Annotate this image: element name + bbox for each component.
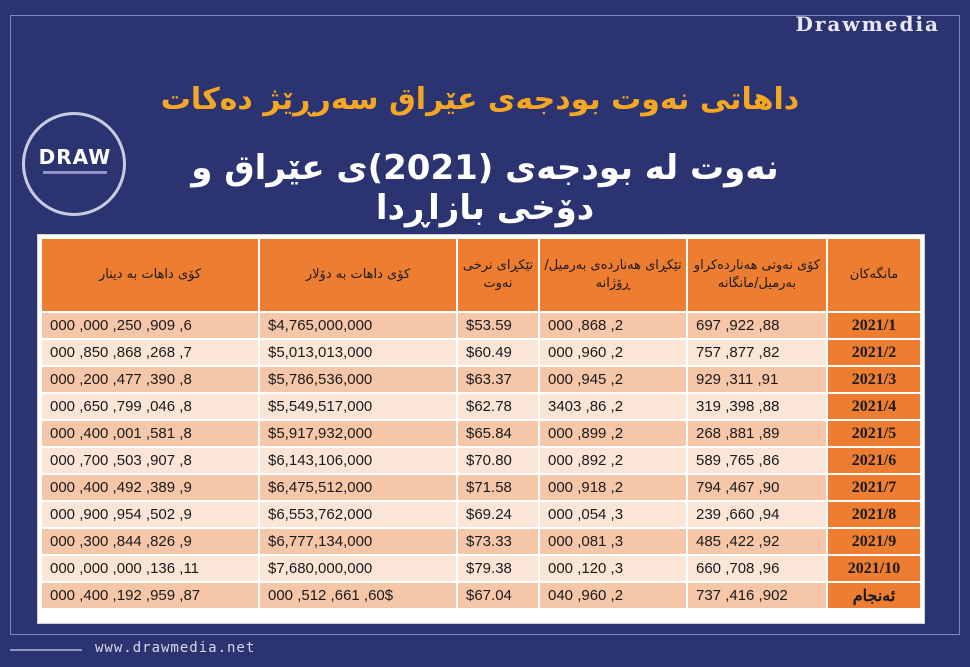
cell-month: 2021/2: [828, 340, 920, 365]
cell-month: 2021/7: [828, 475, 920, 500]
table-row: 2021/10 660 ,708 ,96 000 ,120 ,3 $79.38 …: [42, 556, 920, 581]
oil-revenue-table: مانگەکان کۆی نەوتی هەناردەکراو بەرمیل/ما…: [40, 237, 922, 610]
cell-monthly-export: 737 ,416 ,902: [688, 583, 826, 608]
cell-daily-export: 000 ,868 ,2: [540, 313, 686, 338]
cell-oil-price: $60.49: [458, 340, 538, 365]
page-frame: [10, 15, 960, 635]
header-months: مانگەکان: [828, 239, 920, 311]
cell-revenue-dinar: 000 ,850 ,868 ,268 ,7: [42, 340, 258, 365]
cell-revenue-usd: $6,143,106,000: [260, 448, 456, 473]
cell-revenue-dinar: 000 ,700 ,503 ,907 ,8: [42, 448, 258, 473]
cell-monthly-export: 757 ,877 ,82: [688, 340, 826, 365]
cell-revenue-usd: $5,917,932,000: [260, 421, 456, 446]
cell-month: 2021/9: [828, 529, 920, 554]
cell-oil-price: $53.59: [458, 313, 538, 338]
table-row: 2021/9 485 ,422 ,92 000 ,081 ,3 $73.33 $…: [42, 529, 920, 554]
cell-oil-price: $73.33: [458, 529, 538, 554]
cell-daily-export: 000 ,960 ,2: [540, 340, 686, 365]
cell-oil-price: $65.84: [458, 421, 538, 446]
header-monthly-export: کۆی نەوتی هەناردەکراو بەرمیل/مانگانە: [688, 239, 826, 311]
cell-oil-price: $62.78: [458, 394, 538, 419]
header-revenue-usd: کۆی داهات بە دۆلار: [260, 239, 456, 311]
cell-revenue-usd: $6,553,762,000: [260, 502, 456, 527]
cell-revenue-dinar: 000 ,200 ,477 ,390 ,8: [42, 367, 258, 392]
table-row: 2021/2 757 ,877 ,82 000 ,960 ,2 $60.49 $…: [42, 340, 920, 365]
headline: داهاتی نەوت بودجەی عێراق سەرڕێژ دەکات: [160, 82, 800, 117]
table-row: 2021/8 239 ,660 ,94 000 ,054 ,3 $69.24 $…: [42, 502, 920, 527]
cell-monthly-export: 319 ,398 ,88: [688, 394, 826, 419]
oil-revenue-table-container: مانگەکان کۆی نەوتی هەناردەکراو بەرمیل/ما…: [37, 234, 925, 624]
cell-daily-export: 000 ,918 ,2: [540, 475, 686, 500]
cell-revenue-usd: $4,765,000,000: [260, 313, 456, 338]
cell-revenue-dinar: 000 ,300 ,844 ,826 ,9: [42, 529, 258, 554]
table-row: 2021/3 929 ,311 ,91 000 ,945 ,2 $63.37 $…: [42, 367, 920, 392]
cell-revenue-dinar: 000 ,000 ,000 ,136 ,11: [42, 556, 258, 581]
cell-monthly-export: 268 ,881 ,89: [688, 421, 826, 446]
subheadline: نەوت لە بودجەی (2021)ی عێراق و دۆخی بازا…: [191, 148, 779, 228]
cell-monthly-export: 485 ,422 ,92: [688, 529, 826, 554]
cell-monthly-export: 660 ,708 ,96: [688, 556, 826, 581]
cell-revenue-usd: $7,680,000,000: [260, 556, 456, 581]
cell-oil-price: $69.24: [458, 502, 538, 527]
cell-total-label: ئەنجام: [828, 583, 920, 608]
cell-month: 2021/10: [828, 556, 920, 581]
cell-oil-price: $67.04: [458, 583, 538, 608]
cell-monthly-export: 929 ,311 ,91: [688, 367, 826, 392]
logo-underline: [43, 171, 107, 174]
table-total-row: ئەنجام 737 ,416 ,902 040 ,960 ,2 $67.04 …: [42, 583, 920, 608]
header-oil-price: تێکڕای نرخی نەوت: [458, 239, 538, 311]
cell-daily-export: 000 ,892 ,2: [540, 448, 686, 473]
footer-divider: [10, 649, 82, 651]
table-row: 2021/7 794 ,467 ,90 000 ,918 ,2 $71.58 $…: [42, 475, 920, 500]
cell-daily-export: 000 ,054 ,3: [540, 502, 686, 527]
table-row: 2021/4 319 ,398 ,88 3403 ,86 ,2 $62.78 $…: [42, 394, 920, 419]
table-row: 2021/6 589 ,765 ,86 000 ,892 ,2 $70.80 $…: [42, 448, 920, 473]
cell-monthly-export: 239 ,660 ,94: [688, 502, 826, 527]
cell-revenue-usd: $5,786,536,000: [260, 367, 456, 392]
cell-revenue-dinar: 000 ,900 ,954 ,502 ,9: [42, 502, 258, 527]
draw-logo: DRAW: [22, 112, 126, 216]
cell-month: 2021/6: [828, 448, 920, 473]
table-header-row: مانگەکان کۆی نەوتی هەناردەکراو بەرمیل/ما…: [42, 239, 920, 311]
cell-revenue-dinar: 000 ,650 ,799 ,046 ,8: [42, 394, 258, 419]
cell-daily-export: 000 ,081 ,3: [540, 529, 686, 554]
cell-revenue-dinar: 000 ,400 ,001 ,581 ,8: [42, 421, 258, 446]
cell-daily-export: 000 ,899 ,2: [540, 421, 686, 446]
cell-daily-export: 000 ,120 ,3: [540, 556, 686, 581]
table-row: 2021/1 697 ,922 ,88 000 ,868 ,2 $53.59 $…: [42, 313, 920, 338]
cell-month: 2021/5: [828, 421, 920, 446]
cell-monthly-export: 794 ,467 ,90: [688, 475, 826, 500]
cell-revenue-usd: $5,549,517,000: [260, 394, 456, 419]
cell-month: 2021/1: [828, 313, 920, 338]
header-daily-export: تێکڕای هەناردەی بەرمیل/ڕۆژانە: [540, 239, 686, 311]
cell-revenue-usd: 000 ,512 ,661 ,60$: [260, 583, 456, 608]
cell-monthly-export: 697 ,922 ,88: [688, 313, 826, 338]
website-url[interactable]: www.drawmedia.net: [95, 640, 256, 656]
cell-revenue-dinar: 000 ,000 ,250 ,909 ,6: [42, 313, 258, 338]
cell-revenue-dinar: 000 ,400 ,492 ,389 ,9: [42, 475, 258, 500]
cell-daily-export: 3403 ,86 ,2: [540, 394, 686, 419]
cell-oil-price: $70.80: [458, 448, 538, 473]
cell-daily-export: 040 ,960 ,2: [540, 583, 686, 608]
table-row: 2021/5 268 ,881 ,89 000 ,899 ,2 $65.84 $…: [42, 421, 920, 446]
cell-month: 2021/3: [828, 367, 920, 392]
cell-revenue-dinar: 000 ,400 ,192 ,959 ,87: [42, 583, 258, 608]
cell-month: 2021/8: [828, 502, 920, 527]
cell-daily-export: 000 ,945 ,2: [540, 367, 686, 392]
logo-text: DRAW: [38, 145, 112, 169]
brand-name: Drawmedia: [795, 12, 940, 36]
header-revenue-dinar: کۆی داهات بە دینار: [42, 239, 258, 311]
cell-oil-price: $63.37: [458, 367, 538, 392]
cell-month: 2021/4: [828, 394, 920, 419]
cell-revenue-usd: $5,013,013,000: [260, 340, 456, 365]
cell-revenue-usd: $6,777,134,000: [260, 529, 456, 554]
cell-oil-price: $79.38: [458, 556, 538, 581]
cell-oil-price: $71.58: [458, 475, 538, 500]
cell-revenue-usd: $6,475,512,000: [260, 475, 456, 500]
cell-monthly-export: 589 ,765 ,86: [688, 448, 826, 473]
